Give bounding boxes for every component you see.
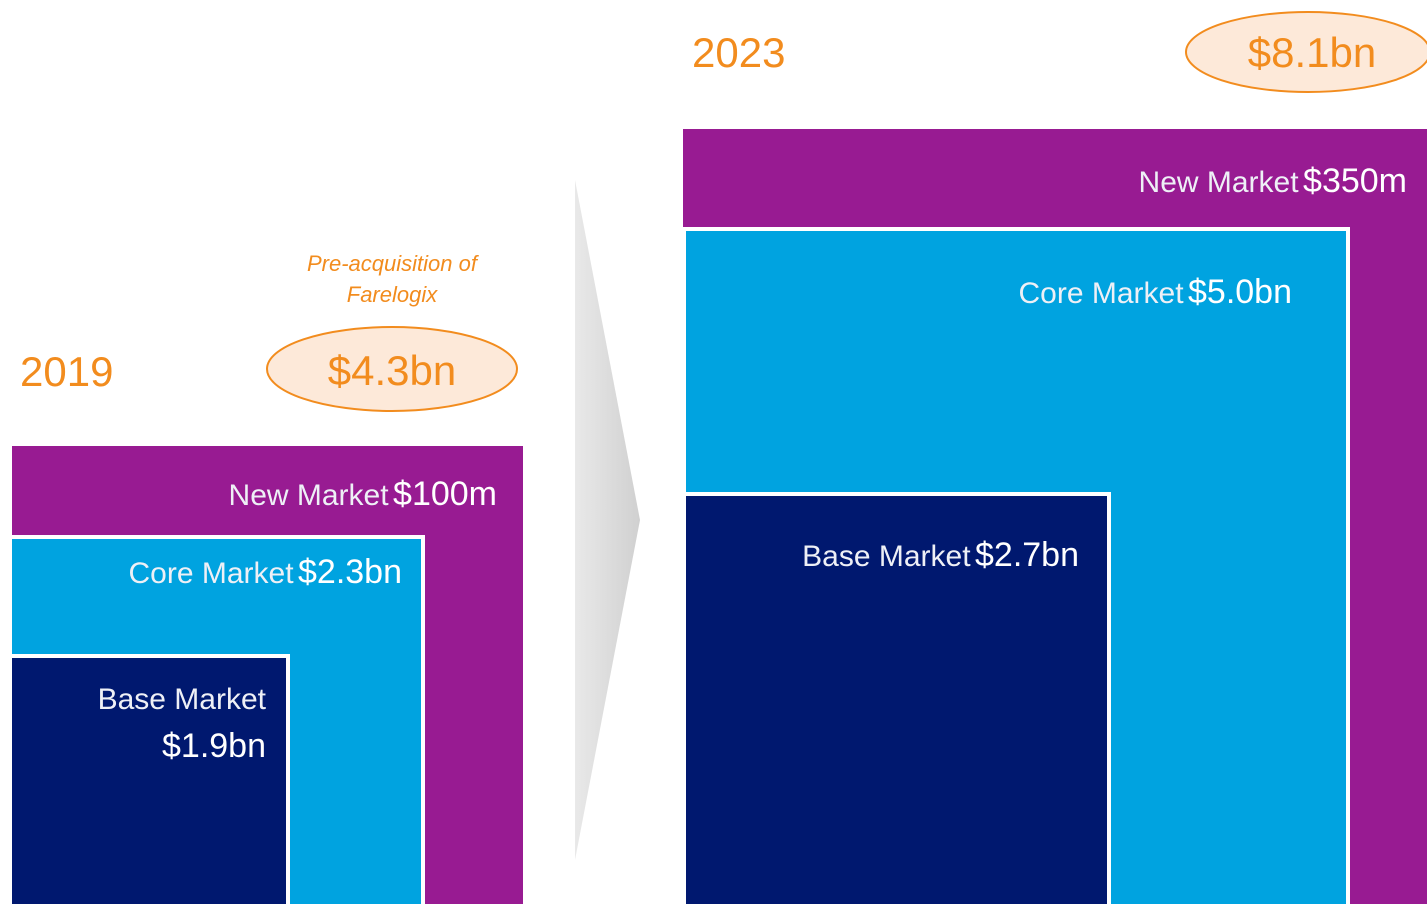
note: Pre-acquisition of — [307, 251, 480, 276]
total-ellipse — [266, 326, 518, 412]
label: New Market — [1139, 166, 1300, 199]
year: 2019 — [20, 348, 113, 395]
segment-label: New Market $350m — [1139, 162, 1407, 200]
note: Farelogix — [347, 282, 438, 307]
base-market-block — [8, 654, 290, 904]
segment-label: Base Market $2.7bn — [802, 536, 1079, 574]
segment-label: Core Market $5.0bn — [1019, 273, 1293, 311]
value: $350m — [1303, 162, 1407, 200]
label: Base Market — [98, 683, 267, 716]
value: $100m — [393, 475, 497, 513]
label: Base Market — [802, 540, 971, 573]
value: $2.3bn — [298, 553, 402, 591]
label: Core Market — [1019, 277, 1185, 310]
segment-label: New Market $100m — [229, 475, 497, 513]
value: $1.9bn — [162, 727, 266, 765]
base-market-block — [682, 492, 1111, 904]
total: $8.1bn — [1248, 29, 1376, 76]
total-ellipse — [1185, 11, 1427, 93]
year: 2023 — [692, 29, 785, 76]
segment-label: Core Market $2.3bn — [129, 553, 403, 591]
label: New Market — [229, 479, 390, 512]
value: $2.7bn — [975, 536, 1079, 574]
total: $4.3bn — [328, 347, 456, 394]
arrow — [575, 180, 640, 860]
label: Core Market — [129, 557, 295, 590]
value: $5.0bn — [1188, 273, 1292, 311]
